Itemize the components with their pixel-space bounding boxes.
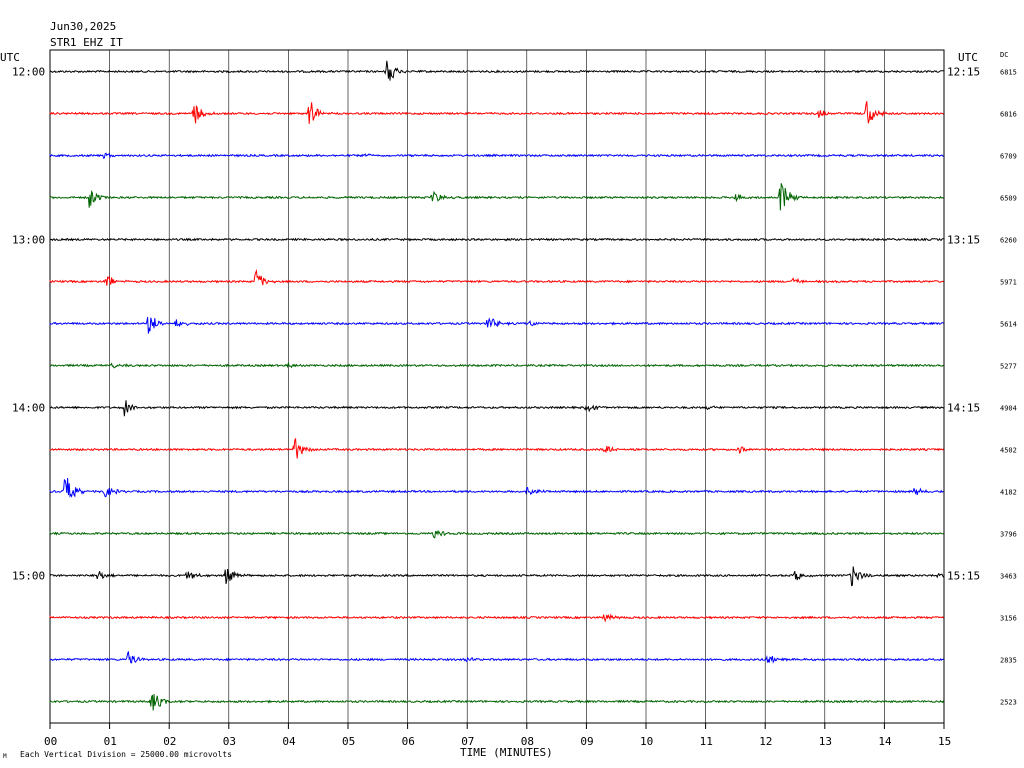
- trace-line: [49, 152, 944, 159]
- x-tick-label: 02: [163, 735, 176, 748]
- x-tick-label: 10: [640, 735, 653, 748]
- x-axis-label: TIME (MINUTES): [460, 746, 553, 759]
- x-tick-label: 09: [580, 735, 593, 748]
- x-tick-label: 00: [44, 735, 57, 748]
- x-tick-label: 14: [878, 735, 892, 748]
- dc-value: 6815: [1000, 69, 1017, 77]
- left-time-label: 12:00: [12, 66, 45, 79]
- dc-value: 4904: [1000, 405, 1017, 413]
- trace-line: [49, 437, 945, 459]
- footer-scale-note: Each Vertical Division = 25000.00 microv…: [20, 750, 232, 759]
- dc-value: 2523: [1000, 699, 1017, 707]
- x-axis-ticks: 00 01 02 03 04 05 06 07 08 09 10 11 12 13 14 15: [44, 723, 951, 748]
- x-tick-label: 04: [282, 735, 296, 748]
- dc-value: 4182: [1000, 489, 1017, 497]
- dc-value: 6709: [1000, 153, 1017, 161]
- right-time-label: 14:15: [947, 402, 980, 415]
- trace-line: [49, 237, 944, 242]
- trace-line: [49, 60, 944, 81]
- trace-line: [49, 693, 945, 711]
- dc-value: 5277: [1000, 363, 1017, 371]
- header-date: Jun30,2025: [50, 20, 116, 33]
- plot-frame: [49, 49, 945, 724]
- trace-line: [49, 613, 945, 623]
- trace-line: [49, 317, 944, 334]
- dc-label: DC: [1000, 51, 1008, 59]
- dc-values: 6815 6816 6709 6509 6260 5971 5614 5277 4904 4502…: [1000, 69, 1017, 707]
- trace-line: [49, 530, 944, 539]
- dc-value: 2835: [1000, 657, 1017, 665]
- trace-line: [49, 400, 944, 417]
- x-tick-label: 12: [759, 735, 772, 748]
- vertical-grid: [109, 50, 885, 723]
- traces: [49, 60, 945, 711]
- dc-value: 3156: [1000, 615, 1017, 623]
- trace-line: [49, 566, 945, 587]
- dc-value: 3796: [1000, 531, 1017, 539]
- trace-line: [49, 183, 944, 211]
- left-time-label: 15:00: [12, 570, 45, 583]
- dc-value: 4502: [1000, 447, 1017, 455]
- trace-line: [49, 101, 944, 124]
- trace-line: [49, 362, 944, 369]
- x-tick-label: 11: [700, 735, 713, 748]
- left-time-labels: 12:00 13:00 14:00 15:00: [12, 66, 45, 583]
- x-tick-label: 01: [104, 735, 117, 748]
- dc-value: 5614: [1000, 321, 1017, 329]
- trace-line: [49, 477, 944, 498]
- x-tick-label: 13: [819, 735, 832, 748]
- dc-value: 6509: [1000, 195, 1017, 203]
- x-tick-label: 05: [342, 735, 355, 748]
- right-time-label: 13:15: [947, 234, 980, 247]
- right-time-label: 12:15: [947, 66, 980, 79]
- trace-line: [49, 268, 944, 286]
- x-tick-label: 06: [402, 735, 415, 748]
- right-utc-label: UTC: [958, 51, 978, 64]
- x-tick-label: 08: [521, 735, 534, 748]
- left-time-label: 13:00: [12, 234, 45, 247]
- footer-mark: M: [3, 753, 7, 760]
- dc-value: 5971: [1000, 279, 1017, 287]
- dc-value: 6260: [1000, 237, 1017, 245]
- right-time-label: 15:15: [947, 570, 980, 583]
- header-station: STR1 EHZ IT: [50, 36, 123, 49]
- x-tick-label: 15: [938, 735, 951, 748]
- x-tick-label: 03: [223, 735, 236, 748]
- right-time-labels: 12:15 13:15 14:15 15:15: [947, 66, 980, 583]
- dc-value: 3463: [1000, 573, 1017, 581]
- left-utc-label: UTC: [0, 51, 20, 64]
- x-tick-label: 07: [461, 735, 474, 748]
- dc-value: 6816: [1000, 111, 1017, 119]
- trace-line: [49, 651, 944, 664]
- left-time-label: 14:00: [12, 402, 45, 415]
